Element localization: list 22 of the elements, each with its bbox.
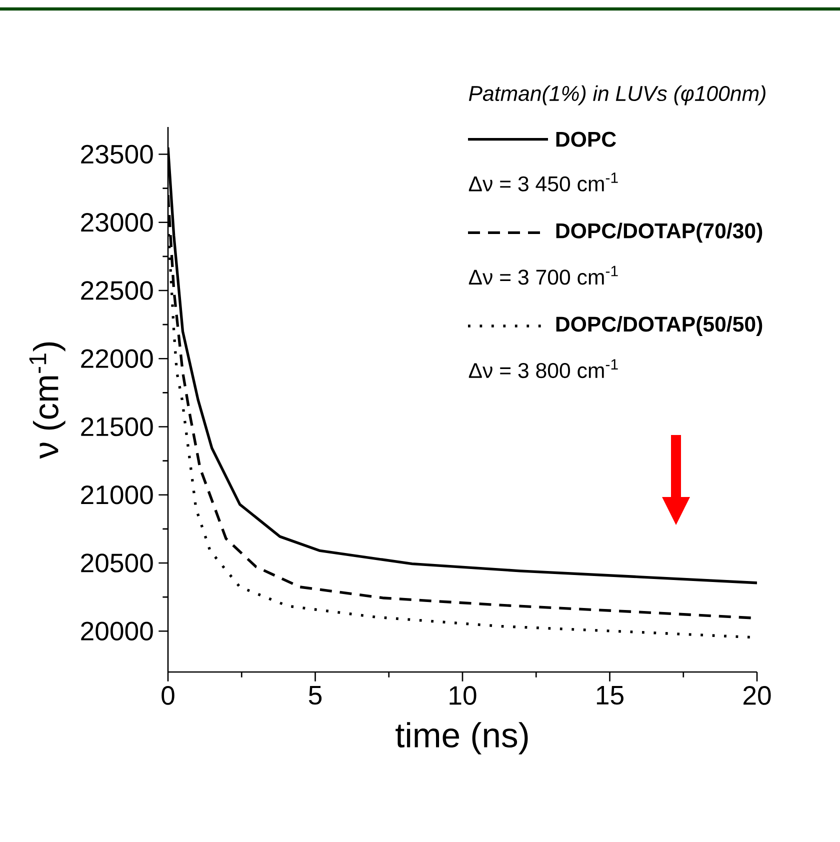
- x-tick-label: 10: [450, 686, 476, 705]
- annotation: Δν = 3 450 cm$^{-1}$: [468, 172, 618, 192]
- y-tick-label: 23500: [81, 144, 153, 164]
- x-axis-title: time (ns): [396, 722, 528, 754]
- legend-label: DOPC/DOTAP(50/50): [556, 316, 762, 336]
- x-tick-label: 5: [308, 686, 322, 705]
- y-tick-label: 23000: [81, 212, 153, 232]
- x-tick-label: 0: [162, 686, 174, 705]
- x-tick-label: 15: [596, 686, 624, 705]
- y-tick-label: 20500: [81, 554, 153, 572]
- y-axis-title: ν (cm$^{-1}$): [29, 342, 66, 459]
- y-tick-label: 20000: [81, 622, 153, 641]
- annotation: Δν = 3 800 cm$^{-1}$: [468, 359, 618, 378]
- legend-label: DOPC/DOTAP(70/30): [556, 222, 762, 243]
- legend-label: DOPC: [556, 132, 616, 147]
- y-tick-label: 22000: [81, 349, 153, 368]
- y-tick-label: 21000: [81, 485, 153, 504]
- x-tick-label: 20: [744, 686, 771, 705]
- annotation: Δν = 3 700 cm$^{-1}$: [468, 266, 618, 285]
- y-tick-label: 22500: [81, 281, 153, 300]
- legend-title: Patman(1%) in LUVs (φ100nm): [468, 85, 766, 106]
- y-tick-label: 21500: [81, 417, 153, 436]
